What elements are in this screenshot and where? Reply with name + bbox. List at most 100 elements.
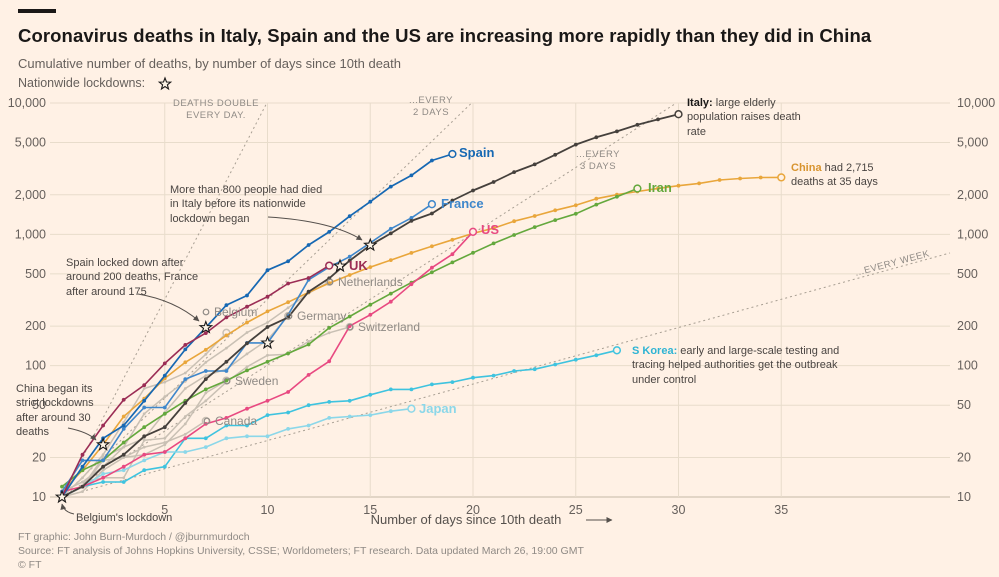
series-point-china [347,273,352,277]
series-point-japan [121,468,126,473]
series-label-uk: UK [349,258,368,273]
doubling-line-label: ...EVERY [409,95,453,106]
series-point-italy [142,434,147,439]
series-point-italy [347,258,352,263]
series-point-us [121,464,126,469]
series-label-canada: Canada [215,414,257,428]
doubling-line-label: EVERY DAY. [186,110,246,121]
series-point-japan [265,434,270,439]
series-point-spain [245,293,249,298]
series-point-skorea [142,468,147,473]
series-point-spain [224,303,229,307]
series-point-uk [286,281,290,286]
series-point-skorea [553,362,558,367]
series-point-us [388,299,393,304]
series-point-germany [122,445,126,449]
doubling-line [61,102,268,498]
series-label-japan: Japan [419,401,457,416]
series-point-skorea [471,375,475,380]
series-point-netherlands [142,412,146,416]
doubling-line-label: DEATHS DOUBLE [173,98,259,109]
series-label-ring-switzerland [346,323,354,331]
series-endpoint-china [777,173,786,182]
series-point-uk [183,343,188,347]
series-point-china [573,203,578,208]
series-point-iran [512,233,516,237]
series-point-spain [80,464,85,469]
series-label-sweden: Sweden [235,374,278,388]
series-point-china [450,237,455,242]
series-point-uk [142,383,147,388]
series-point-china [430,244,434,249]
series-point-china [512,219,516,224]
doubling-line-label: 3 DAYS [580,161,616,172]
series-point-us [183,436,188,441]
series-point-china [388,258,393,262]
series-point-japan [203,445,208,449]
doubling-line [61,102,677,498]
series-point-switzerland [142,438,146,442]
series-label-switzerland: Switzerland [358,320,420,334]
series-point-sweden [163,443,167,447]
series-point-italy [224,359,229,364]
series-point-skorea [368,392,373,397]
y-tick-label-right: 2,000 [957,188,988,202]
series-label-spain: Spain [459,145,494,160]
x-tick-label: 5 [161,503,168,517]
series-point-netherlands [286,306,290,310]
series-point-switzerland [245,365,249,369]
series-point-germany [204,374,208,377]
series-point-us [368,312,373,317]
series-label-ring-belgium [202,308,210,316]
series-point-us [347,324,352,328]
series-point-japan [245,434,249,439]
y-tick-label-right: 10 [957,490,971,504]
series-point-switzerland [327,331,331,335]
series-point-china [409,251,414,255]
series-point-skorea [450,380,455,384]
series-point-skorea [388,387,393,392]
series-point-switzerland [204,399,208,403]
series-point-italy [388,231,393,236]
series-point-uk [121,397,126,402]
series-point-us [409,282,414,287]
series-point-spain [121,423,126,428]
series-point-skorea [224,423,229,428]
series-point-iran [532,225,537,230]
series-label-iran: Iran [648,180,672,195]
series-point-japan [224,436,229,441]
series-point-switzerland [266,353,269,357]
spain-lockdown-arrow [137,293,200,322]
series-point-skorea [245,423,249,428]
series-point-china [553,208,558,213]
y-tick-label-right: 20 [957,450,971,464]
series-point-france [183,377,188,381]
series-point-iran [573,211,578,216]
series-point-uk [162,361,167,366]
series-point-canada [122,456,126,459]
series-point-italy [430,211,434,216]
series-point-france [203,369,208,373]
series-line-skorea [61,349,618,498]
doubling-line-label: ...EVERY [576,149,620,160]
series-point-skorea [286,410,290,415]
series-point-china [245,320,249,325]
series-point-iran [471,250,475,255]
series-point-spain [162,373,167,378]
series-point-skorea [512,369,516,373]
series-line-spain [61,153,454,498]
series-point-iran [553,218,558,223]
series-point-japan [327,416,332,420]
series-point-skorea [430,382,434,387]
series-label-ring-sweden [223,377,231,385]
series-point-us [162,450,167,454]
series-point-iran [594,202,599,207]
series-point-italy [553,152,558,157]
series-point-italy [121,452,126,457]
y-tick-label-right: 1,000 [957,227,988,241]
series-point-france [409,216,414,220]
series-point-skorea [532,367,537,372]
y-tick-label-right: 5,000 [957,136,988,150]
series-point-iran [388,291,393,296]
series-point-sweden [204,391,208,395]
